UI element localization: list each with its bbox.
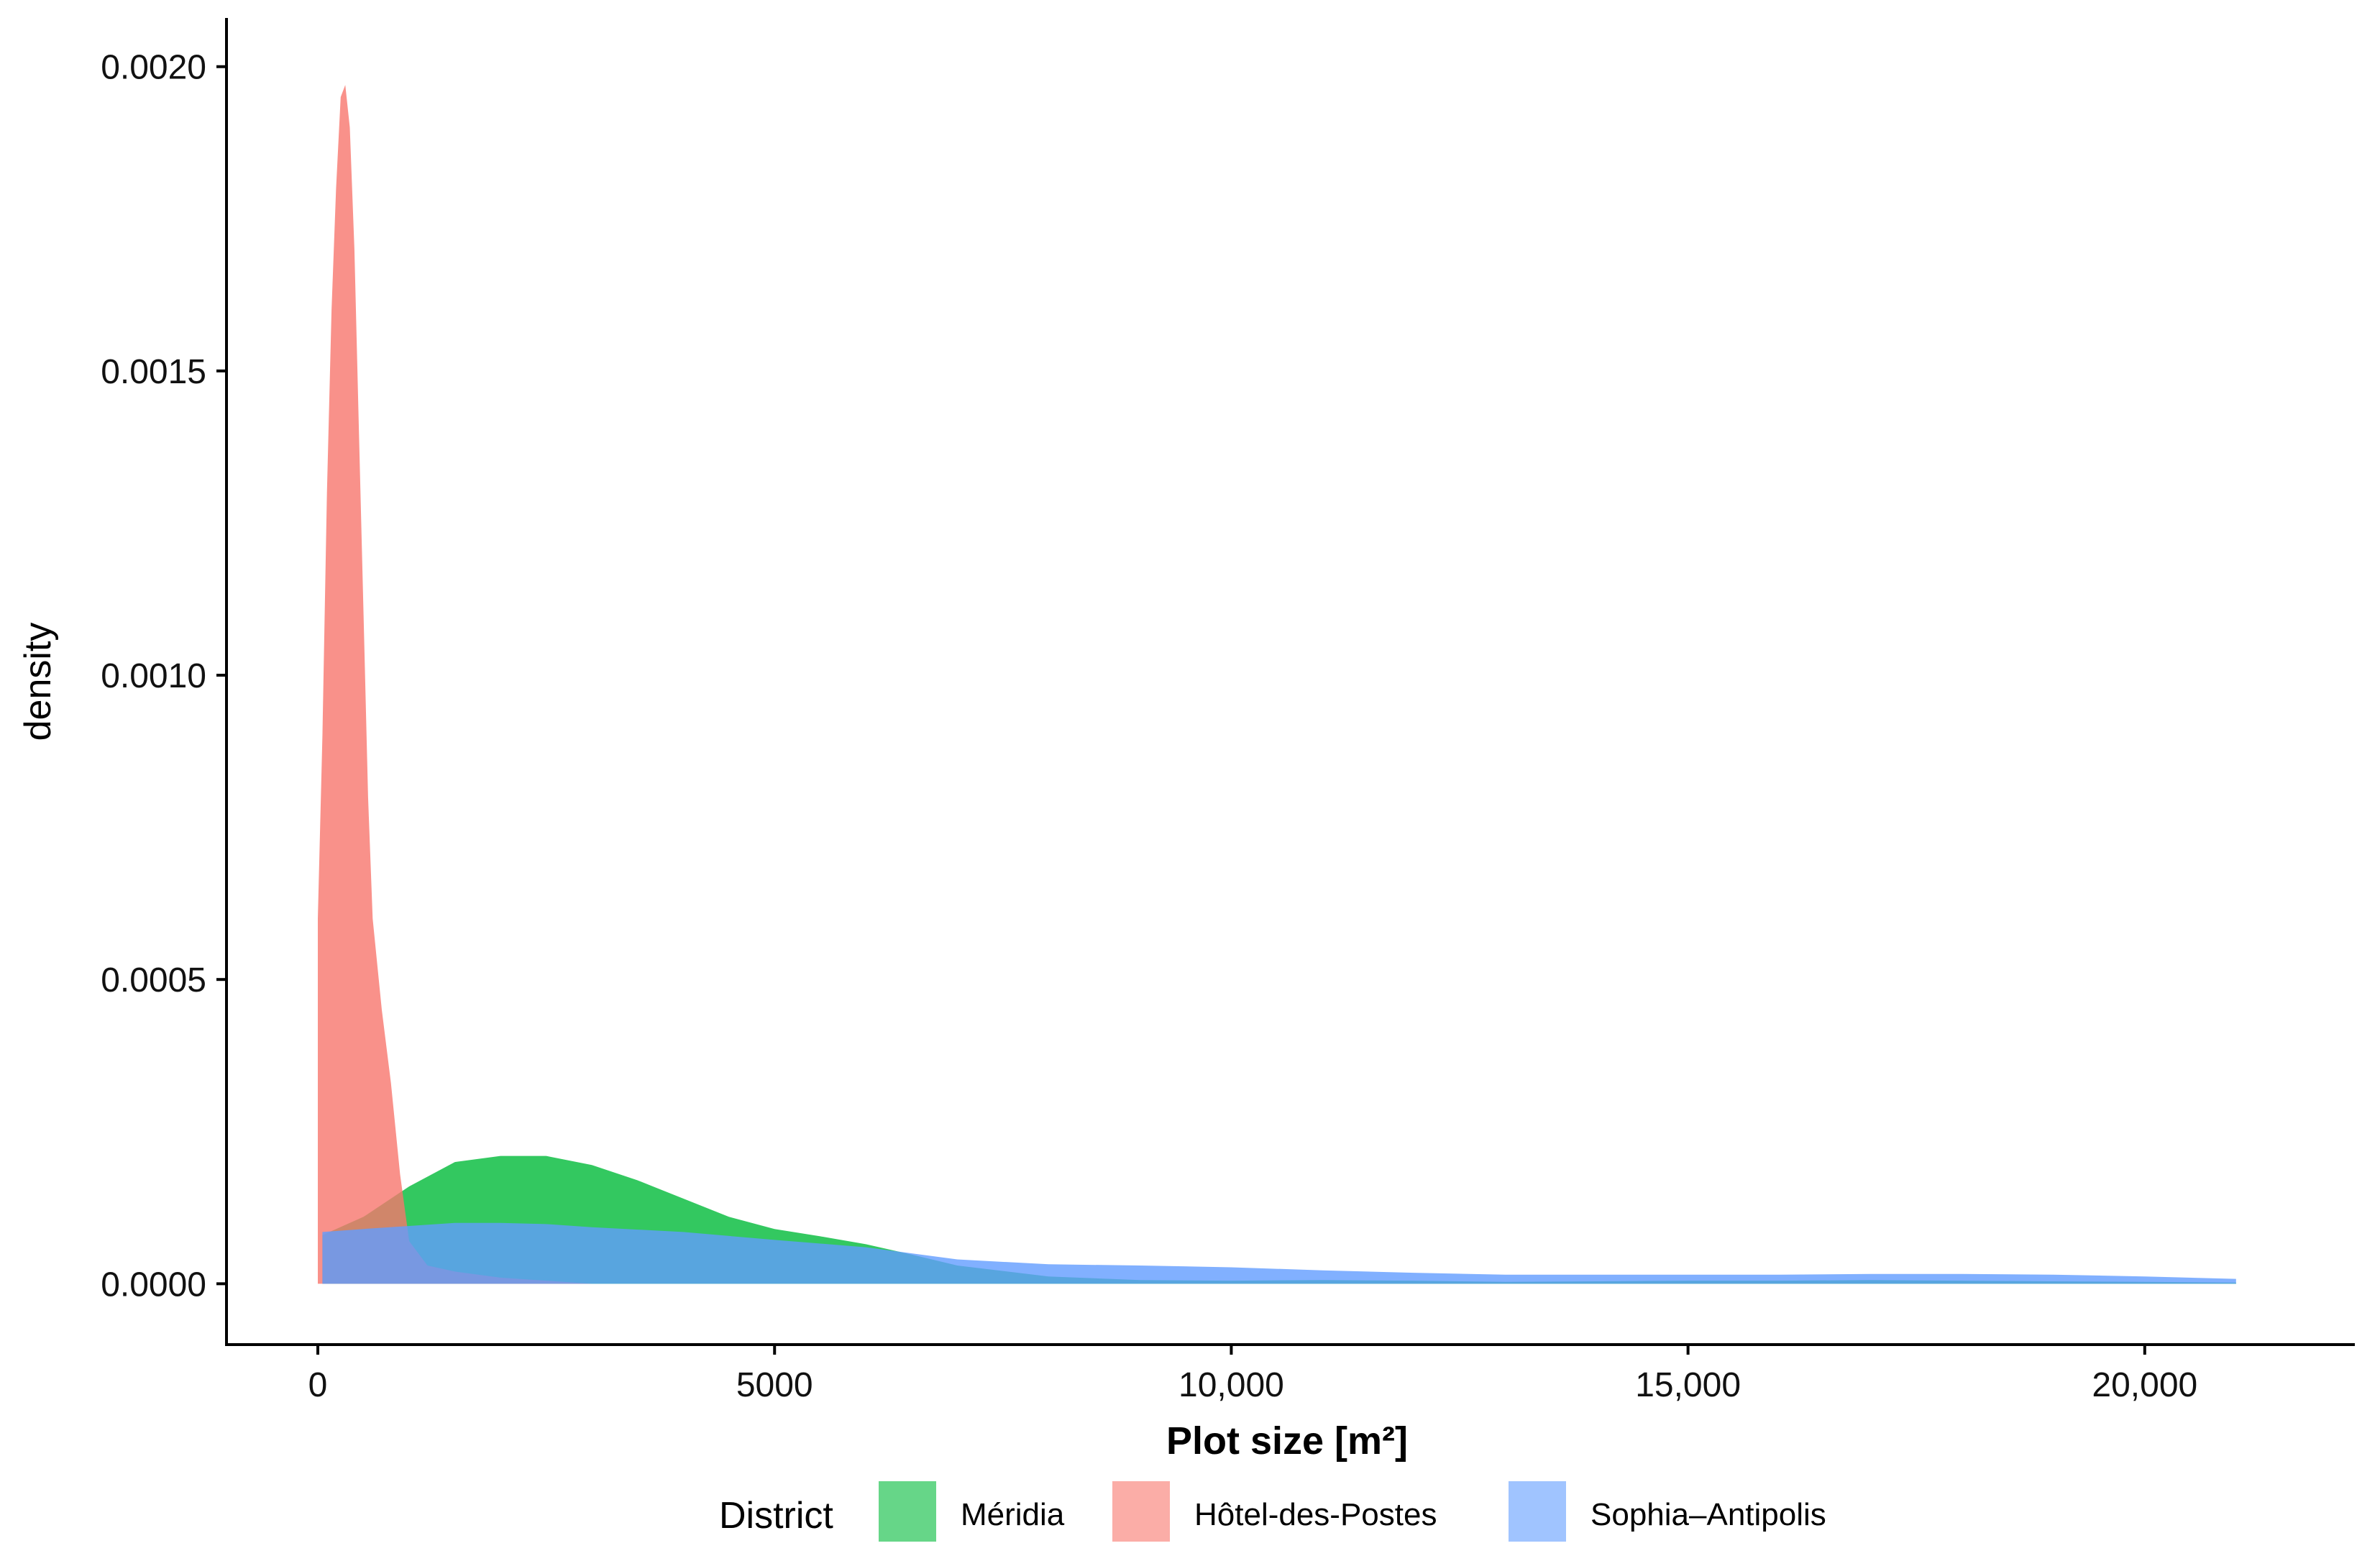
legend-title: District [719,1495,833,1537]
x-tick-label: 10,000 [1178,1366,1284,1404]
y-ticks: 0.0000 0.0005 0.0010 0.0015 0.0020 [101,49,226,1304]
y-tick-label: 0.0020 [101,49,206,87]
x-tick-label: 0 [308,1366,328,1404]
y-tick-label: 0.0000 [101,1266,206,1304]
legend-key-hotel-des-postes [1112,1481,1170,1542]
x-tick-label: 5000 [736,1366,813,1404]
y-axis-title: density [17,623,59,741]
y-tick-label: 0.0010 [101,657,206,695]
legend-key-meridia [879,1481,936,1542]
legend: District Méridia Hôtel-des-Postes Sophia… [719,1481,1826,1542]
legend-label-sophia-antipolis: Sophia–Antipolis [1591,1497,1826,1532]
density-areas [318,85,2236,1284]
legend-label-hotel-des-postes: Hôtel-des-Postes [1194,1497,1437,1532]
y-tick-label: 0.0005 [101,961,206,999]
x-tick-label: 20,000 [2092,1366,2197,1404]
legend-label-meridia: Méridia [961,1497,1065,1532]
x-ticks: 0 5000 10,000 15,000 20,000 [308,1345,2197,1404]
legend-key-sophia-antipolis [1509,1481,1566,1542]
density-area-sophia-antipolis [322,1222,2236,1284]
x-tick-label: 15,000 [1635,1366,1741,1404]
y-tick-label: 0.0015 [101,353,206,391]
x-axis-title: Plot size [m²] [1166,1419,1408,1463]
density-area-hotel-des-postes [318,85,592,1284]
